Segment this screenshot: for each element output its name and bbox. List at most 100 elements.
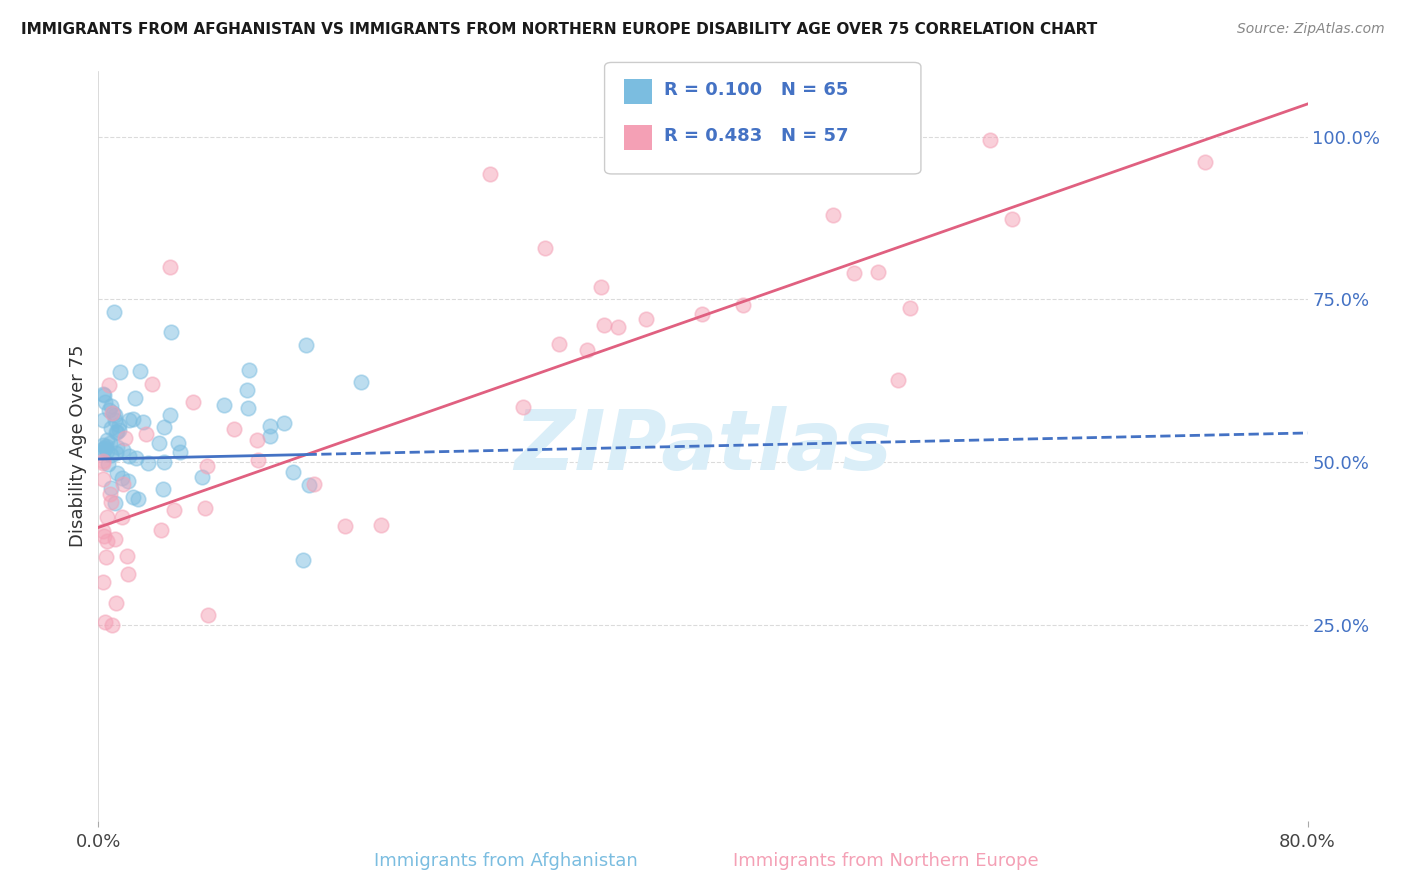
Point [576,343,599,357]
Text: IMMIGRANTS FROM AFGHANISTAN VS IMMIGRANTS FROM NORTHERN EUROPE DISABILITY AGE OV: IMMIGRANTS FROM AFGHANISTAN VS IMMIGRANT… [21,22,1097,37]
Point [117,567,139,582]
Point [167,435,190,450]
Point [94,615,117,629]
Point [370,518,392,533]
Point [98,377,121,392]
Point [97,457,120,471]
Point [98,487,121,501]
Point [259,419,281,434]
Point [194,501,217,516]
Point [224,422,246,436]
Point [212,398,235,412]
Point [115,549,138,563]
Point [246,433,269,447]
Point [839,97,862,112]
Point [1001,211,1024,226]
Point [607,319,630,334]
Text: R = 0.483   N = 57: R = 0.483 N = 57 [664,127,848,145]
Point [197,607,219,622]
Point [107,418,129,433]
Point [592,318,614,333]
Point [159,409,181,423]
Point [122,490,145,504]
Point [93,529,115,543]
Point [114,431,136,445]
Point [979,133,1001,147]
Point [335,519,357,533]
Point [118,412,141,426]
Point [91,444,114,458]
Point [91,456,114,470]
Text: Immigrants from Afghanistan: Immigrants from Afghanistan [374,852,638,870]
Point [97,403,120,417]
Point [159,260,181,274]
Point [141,377,163,392]
Point [100,399,122,413]
Point [152,420,174,434]
Point [136,456,159,470]
Point [105,466,128,480]
Point [259,428,281,442]
Point [163,503,186,517]
Point [534,241,557,255]
Point [100,494,122,508]
Point [235,383,257,397]
Point [103,305,125,319]
Point [181,395,204,409]
Point [94,394,117,409]
Point [191,470,214,484]
Point [101,406,124,420]
Point [112,442,135,457]
Point [105,446,128,460]
Point [153,455,176,469]
Point [96,534,118,549]
Point [110,470,132,484]
Point [634,311,657,326]
Point [100,448,122,462]
Text: Immigrants from Northern Europe: Immigrants from Northern Europe [733,852,1039,870]
Point [108,423,131,437]
Point [96,444,118,458]
Point [1194,154,1216,169]
Point [125,451,148,466]
Point [298,477,321,491]
Point [117,474,139,488]
Point [692,307,714,321]
Point [91,438,114,452]
Point [823,208,845,222]
Point [93,442,115,456]
Point [105,440,128,454]
Point [111,476,134,491]
Point [104,496,127,510]
Point [512,400,534,414]
Text: ZIPatlas: ZIPatlas [515,406,891,486]
Point [91,442,114,457]
Point [93,388,115,402]
Point [281,465,304,479]
Point [117,449,139,463]
Point [886,373,908,387]
Point [273,416,295,430]
Point [731,298,754,312]
Point [350,375,373,389]
Point [100,481,122,495]
Point [169,445,191,459]
Point [238,363,260,377]
Point [104,413,127,427]
Point [548,336,571,351]
Point [91,575,114,590]
Point [132,415,155,429]
Point [105,596,128,610]
Point [91,412,114,426]
Text: R = 0.100   N = 65: R = 0.100 N = 65 [664,81,848,99]
Point [91,472,114,486]
Point [98,436,121,450]
Point [135,426,157,441]
Point [842,266,865,280]
Point [101,618,124,632]
Point [148,436,170,450]
Point [292,553,315,567]
Point [479,167,502,181]
Point [104,408,127,422]
Point [94,549,117,564]
